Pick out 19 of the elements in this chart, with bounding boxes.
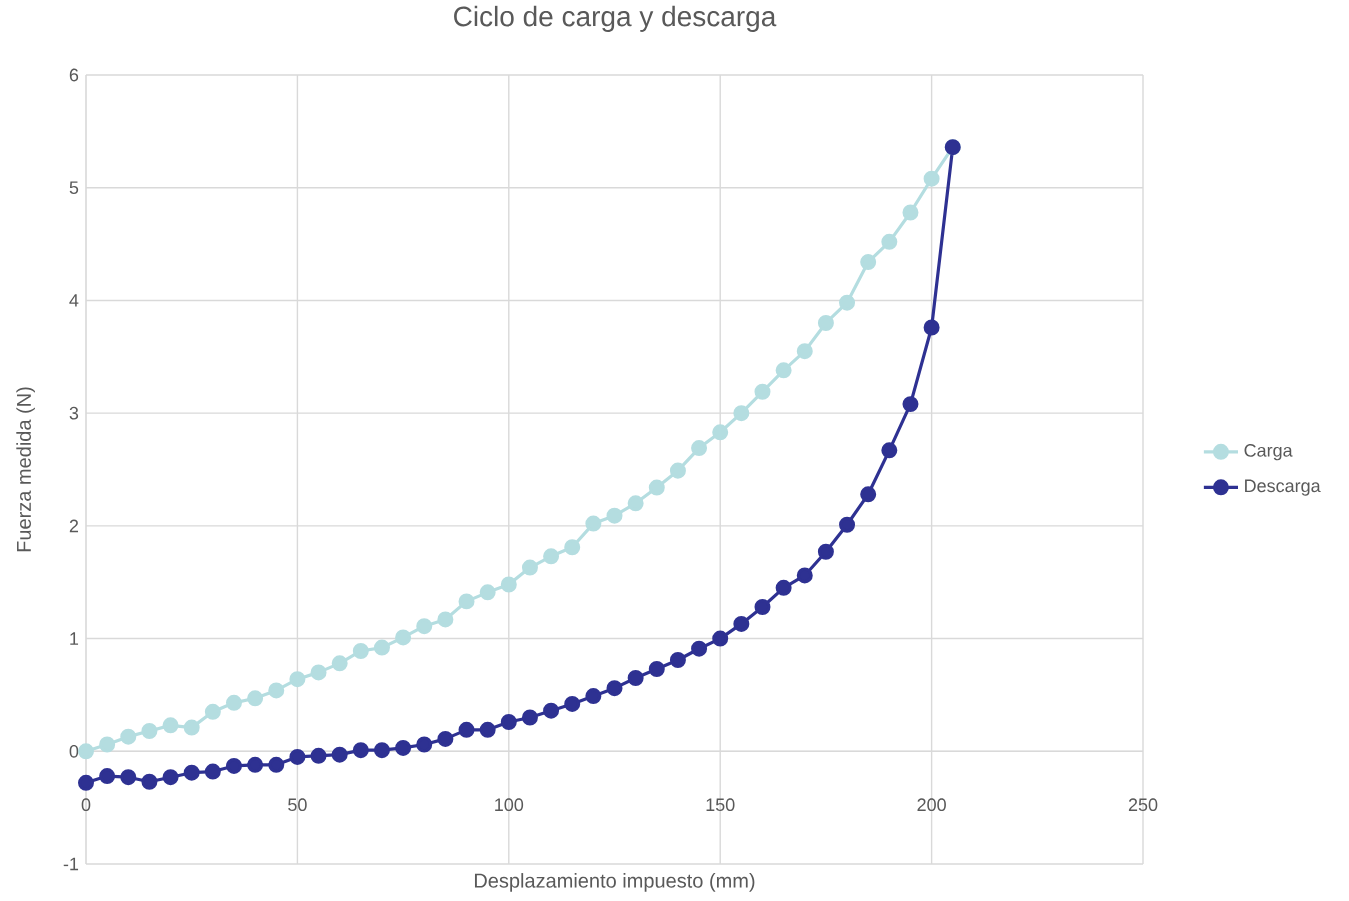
x-tick-label: 200	[917, 798, 946, 812]
y-tick-label: 2	[69, 519, 79, 533]
legend-label: Carga	[1244, 444, 1293, 461]
y-axis-title: Fuerza medida (N)	[16, 387, 35, 552]
y-tick-label: 3	[69, 406, 79, 420]
x-axis-title: Desplazamiento impuesto (mm)	[474, 873, 755, 892]
y-tick-label: 6	[69, 68, 79, 82]
x-tick-label: 150	[706, 798, 735, 812]
chart-title: Ciclo de carga y descarga	[454, 5, 777, 32]
y-tick-label: 1	[70, 632, 79, 645]
y-tick-label: 4	[69, 294, 79, 307]
x-tick-label: 50	[288, 798, 307, 812]
legend-label: Descarga	[1245, 479, 1321, 496]
y-tick-label: -1	[63, 857, 79, 871]
x-tick-label: 0	[81, 798, 91, 812]
y-tick-label: 0	[69, 744, 79, 758]
x-tick-label: 250	[1128, 798, 1158, 812]
y-tick-label: 5	[69, 181, 79, 195]
x-tick-label: 100	[495, 798, 524, 812]
